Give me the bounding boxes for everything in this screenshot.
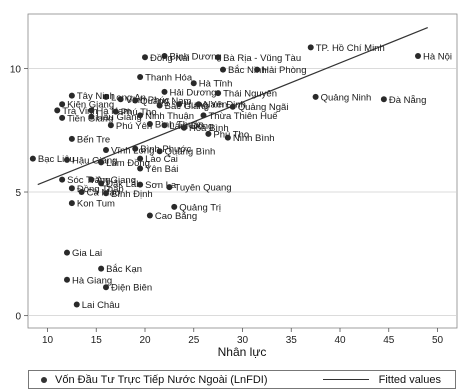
point-label: Bắc Kạn (106, 264, 142, 275)
data-point (415, 53, 421, 59)
point-label: Bến Tre (77, 134, 110, 145)
data-point (157, 102, 163, 108)
x-tick-label: 50 (432, 335, 444, 346)
point-label: Tuyên Quang (174, 183, 231, 194)
point-label: Thanh Hóa (145, 73, 193, 84)
point-label: Ninh Bình (233, 133, 275, 144)
data-point (381, 96, 387, 102)
data-point (98, 159, 104, 165)
point-label: Bắc Ninh (228, 65, 267, 76)
data-point (74, 302, 80, 308)
point-label: Bình Định (111, 189, 153, 200)
point-label: Lai Châu (82, 300, 120, 311)
point-label: Cao Bằng (155, 211, 197, 222)
data-point (69, 200, 75, 206)
data-point (98, 266, 104, 272)
x-tick-label: 15 (91, 335, 103, 346)
point-label: Phú Yên (116, 121, 152, 132)
data-point (254, 67, 260, 73)
data-point (88, 114, 94, 120)
data-point (166, 184, 172, 190)
data-point (69, 93, 75, 99)
point-label: Kon Tum (77, 199, 115, 210)
data-point (69, 185, 75, 191)
legend: Vốn Đầu Tư Trực Tiếp Nước Ngoài (LnFDI) … (28, 370, 456, 389)
point-label: Thừa Thiên Huế (209, 111, 279, 122)
data-point (88, 177, 94, 183)
data-point (108, 122, 114, 128)
data-point (215, 90, 221, 96)
data-point (64, 157, 70, 163)
x-axis-title: Nhân lực (218, 345, 267, 359)
data-point (201, 112, 207, 118)
legend-line-icon (323, 379, 369, 380)
data-point (215, 54, 221, 60)
point-label: Yên Bái (145, 164, 178, 175)
data-point (181, 125, 187, 131)
x-tick-label: 10 (42, 335, 54, 346)
data-point (59, 177, 65, 183)
data-point (142, 54, 148, 60)
point-label: Bà Rịa - Vũng Tàu (223, 53, 301, 64)
data-point (205, 131, 211, 137)
data-point (225, 135, 231, 141)
data-point (30, 156, 36, 162)
data-point (137, 182, 143, 188)
point-label: Đà Nẵng (389, 95, 427, 106)
data-point (59, 115, 65, 121)
point-label: Quảng Ninh (321, 92, 372, 103)
data-point (103, 190, 109, 196)
data-point (171, 204, 177, 210)
point-label: Hà Nội (423, 52, 452, 63)
point-label: Hải Phòng (262, 65, 306, 76)
data-point (162, 122, 168, 128)
data-point (103, 147, 109, 153)
point-label: Điện Biên (111, 283, 152, 294)
point-label: Gia Lai (72, 248, 102, 259)
data-point (103, 284, 109, 290)
data-point (64, 250, 70, 256)
point-label: Thái Nguyên (223, 89, 277, 100)
point-label: TP. Hồ Chí Minh (316, 43, 385, 54)
x-tick-label: 45 (383, 335, 395, 346)
data-point (176, 101, 182, 107)
data-point (54, 107, 60, 113)
legend-series-label: Vốn Đầu Tư Trực Tiếp Nước Ngoài (LnFDI) (55, 374, 268, 386)
x-tick-label: 25 (188, 335, 200, 346)
x-tick-label: 40 (334, 335, 346, 346)
data-point (220, 67, 226, 73)
data-point (147, 121, 153, 127)
data-point (230, 104, 236, 110)
data-point (132, 146, 138, 152)
point-label: Lâm Đồng (106, 158, 150, 169)
x-tick-label: 35 (286, 335, 298, 346)
x-tick-label: 20 (139, 335, 151, 346)
data-point (137, 74, 143, 80)
data-point (69, 136, 75, 142)
data-point (79, 189, 85, 195)
data-point (308, 44, 314, 50)
data-point (132, 98, 138, 104)
data-point (196, 101, 202, 107)
data-point (137, 112, 143, 118)
y-tick-label: 10 (10, 64, 22, 75)
point-label: Đồng Nai (150, 53, 190, 64)
data-point (64, 277, 70, 283)
data-point (313, 94, 319, 100)
y-tick-label: 5 (15, 188, 21, 199)
data-point (191, 80, 197, 86)
data-point (147, 213, 153, 219)
legend-fit-label: Fitted values (379, 374, 441, 386)
data-point (137, 166, 143, 172)
data-point (118, 96, 124, 102)
y-tick-label: 0 (15, 312, 21, 323)
legend-marker-icon (41, 377, 47, 383)
